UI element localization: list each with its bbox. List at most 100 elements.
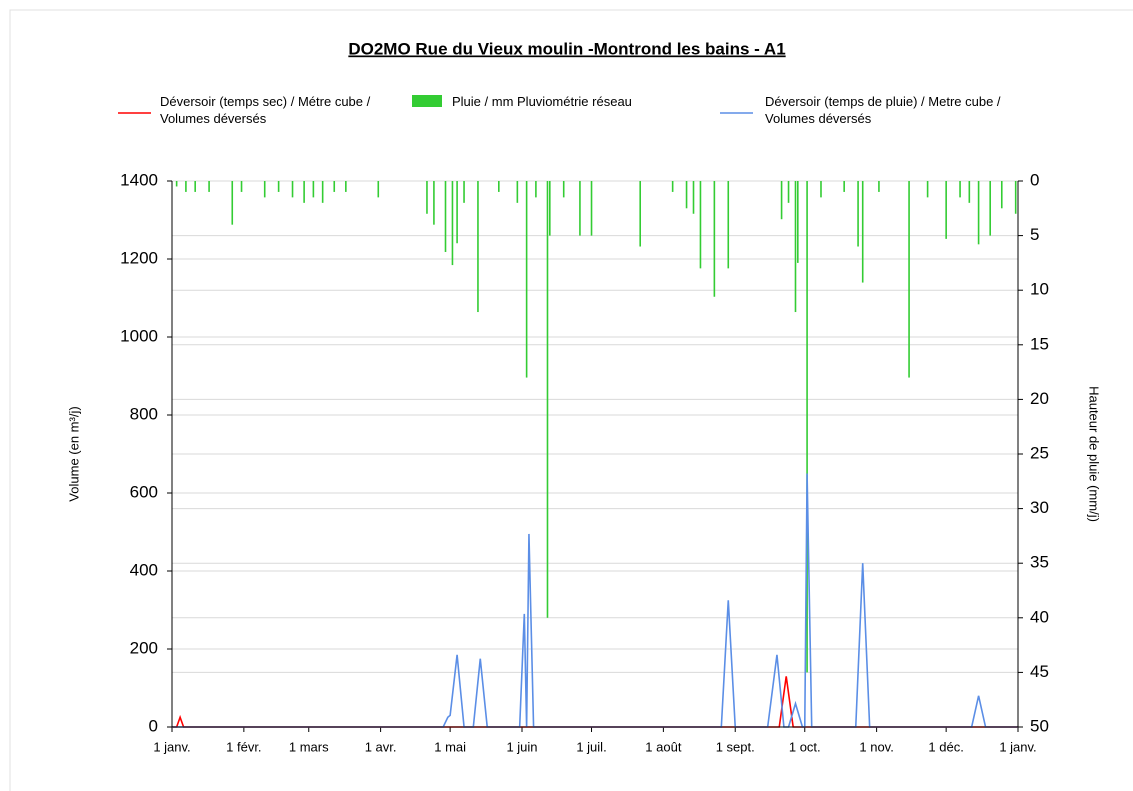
- x-tick-label: 1 déc.: [928, 739, 963, 754]
- x-tick-label: 1 août: [645, 739, 682, 754]
- y-tick-label: 1000: [120, 326, 158, 345]
- rain-bar: [185, 181, 187, 192]
- rain-bar: [463, 181, 465, 203]
- x-tick-label: 1 mai: [434, 739, 466, 754]
- y2-tick-label: 50: [1030, 716, 1049, 735]
- y2-tick-label: 5: [1030, 225, 1039, 244]
- y-tick-label: 1400: [120, 170, 158, 189]
- rain-bar: [1000, 181, 1003, 209]
- rain-bar: [699, 181, 702, 269]
- rain-bar: [451, 181, 454, 266]
- rain-bar: [639, 181, 641, 247]
- rain-bar: [671, 181, 674, 192]
- y2-axis-label: Hauteur de pluie (mm/j): [1087, 386, 1102, 522]
- y-tick-label: 800: [130, 404, 158, 423]
- rain-bar: [194, 181, 196, 192]
- rain-bar: [231, 181, 234, 225]
- rain-bar: [208, 181, 210, 192]
- rain-bar: [303, 181, 305, 203]
- rain-bar: [806, 181, 808, 673]
- x-tick-label: 1 févr.: [226, 739, 261, 754]
- rain-bar: [291, 181, 294, 198]
- line-series: [172, 676, 1018, 728]
- rain-bar: [312, 181, 315, 198]
- y-tick-label: 200: [130, 638, 158, 657]
- x-tick-label: 1 nov.: [859, 739, 893, 754]
- line-series: [172, 473, 1018, 728]
- rain-bar: [590, 181, 593, 236]
- rain-bar: [989, 181, 991, 236]
- rain-bar: [861, 181, 864, 283]
- chart-title: DO2MO Rue du Vieux moulin -Montrond les …: [348, 39, 785, 58]
- x-tick-label: 1 janv.: [999, 739, 1036, 754]
- y2-tick-label: 15: [1030, 334, 1049, 353]
- rain-bar: [175, 181, 178, 187]
- rain-bar: [968, 181, 971, 203]
- rain-bar: [820, 181, 822, 198]
- x-tick-label: 1 juin: [506, 739, 537, 754]
- y2-tick-label: 10: [1030, 280, 1049, 299]
- x-tick-label: 1 juil.: [576, 739, 606, 754]
- x-tick-label: 1 janv.: [153, 739, 190, 754]
- rain-bar: [546, 181, 549, 618]
- legend-label: Pluie / mm Pluviométrie réseau: [452, 94, 632, 109]
- rain-bar: [240, 181, 243, 192]
- rain-bar: [333, 181, 336, 192]
- y-axis-label: Volume (en m³/j): [66, 406, 81, 501]
- rain-bar: [713, 181, 716, 297]
- rain-bar: [787, 181, 790, 203]
- rain-bar: [426, 181, 428, 214]
- rain-bar: [692, 181, 695, 214]
- y2-tick-label: 0: [1030, 170, 1039, 189]
- rain-bar: [535, 181, 537, 198]
- legend-label: Déversoir (temps de pluie) / Metre cube …: [765, 94, 1001, 126]
- rain-bar: [525, 181, 528, 378]
- y-tick-label: 400: [130, 560, 158, 579]
- rain-bar: [797, 181, 799, 263]
- rain-bar: [1014, 181, 1017, 214]
- rain-bar: [794, 181, 797, 313]
- frame: [9, 9, 1133, 791]
- y-tick-label: 0: [149, 716, 158, 735]
- rain-bar: [263, 181, 266, 198]
- rain-bar: [857, 181, 859, 247]
- y2-tick-label: 30: [1030, 498, 1049, 517]
- rain-bar: [477, 181, 479, 313]
- rain-bar: [433, 181, 435, 225]
- x-tick-label: 1 mars: [289, 739, 329, 754]
- x-tick-label: 1 sept.: [716, 739, 755, 754]
- rain-bar: [945, 181, 947, 239]
- rain-bar: [516, 181, 519, 203]
- y2-tick-label: 45: [1030, 662, 1049, 681]
- rain-bar: [727, 181, 730, 269]
- rain-bar: [345, 181, 347, 192]
- rain-bar: [444, 181, 447, 252]
- rain-bar: [977, 181, 980, 245]
- x-tick-label: 1 oct.: [789, 739, 821, 754]
- rain-bar: [456, 181, 458, 244]
- rain-bar: [321, 181, 324, 203]
- rain-bar: [908, 181, 910, 378]
- legend-swatch: [412, 95, 442, 107]
- rain-bar: [562, 181, 565, 198]
- rain-bar: [549, 181, 551, 236]
- rain-bar: [277, 181, 280, 192]
- rain-bar: [878, 181, 880, 192]
- legend-label: Déversoir (temps sec) / Métre cube / Vol…: [160, 94, 371, 126]
- rain-bar: [959, 181, 961, 198]
- rain-bar: [780, 181, 783, 220]
- y2-tick-label: 25: [1030, 443, 1049, 462]
- y-tick-label: 600: [130, 482, 158, 501]
- y2-tick-label: 35: [1030, 553, 1049, 572]
- y2-tick-label: 40: [1030, 607, 1049, 626]
- y2-tick-label: 20: [1030, 389, 1049, 408]
- rain-bar: [579, 181, 581, 236]
- rain-bar: [377, 181, 380, 198]
- x-tick-label: 1 avr.: [365, 739, 397, 754]
- rain-bar: [843, 181, 845, 192]
- rain-bar: [498, 181, 500, 192]
- rain-bar: [926, 181, 929, 198]
- y-tick-label: 1200: [120, 248, 158, 267]
